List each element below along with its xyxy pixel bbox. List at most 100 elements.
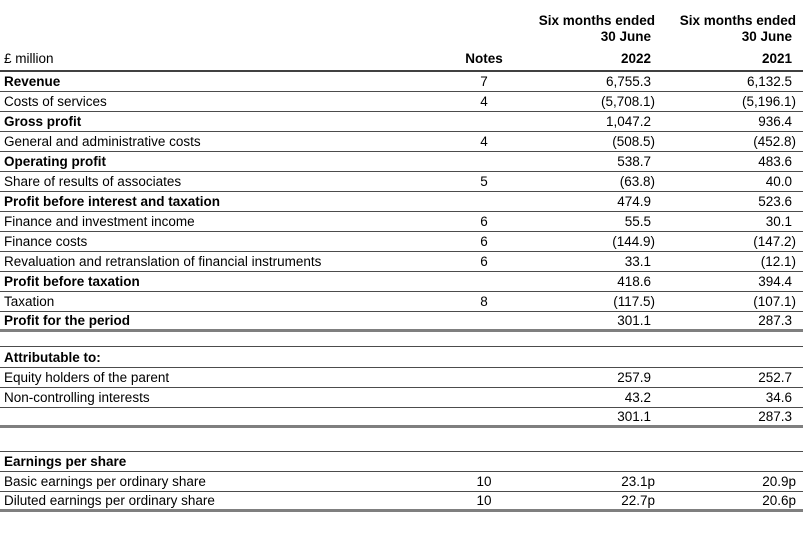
row-label: Profit for the period xyxy=(4,313,130,328)
table-row: Profit before interest and taxation 474.9… xyxy=(0,192,803,212)
attributable-rows: Equity holders of the parent 257.9 252.7 No… xyxy=(0,368,803,428)
value-2021: 34.6 xyxy=(765,390,792,405)
table-row: General and administrative costs 4 (508.5)… xyxy=(0,132,803,152)
row-label: Gross profit xyxy=(4,114,82,129)
value-2021: (12.1) xyxy=(760,254,796,269)
value-2022: 301.1 xyxy=(617,409,651,424)
table-row: Finance and investment income 6 55.5 30.1 xyxy=(0,212,803,232)
value-2021: 936.4 xyxy=(758,114,792,129)
income-statement-rows: Revenue 7 6,755.3 6,132.5 Costs of services 4… xyxy=(0,72,803,332)
row-label: Diluted earnings per ordinary share xyxy=(4,493,215,508)
table-row: Costs of services 4 (5,708.1) (5,196.1) xyxy=(0,92,803,112)
table-row: Revenue 7 6,755.3 6,132.5 xyxy=(0,72,803,92)
value-2021: 40.0 xyxy=(765,174,792,189)
table-row: Share of results of associates 5 (63.8) 40.… xyxy=(0,172,803,192)
note-ref: 6 xyxy=(480,214,488,229)
value-2022: (117.5) xyxy=(613,294,655,309)
row-label: Profit before taxation xyxy=(4,274,140,289)
period-header-2021: Six months ended xyxy=(679,13,796,28)
row-label: Equity holders of the parent xyxy=(4,370,170,385)
value-2022: (508.5) xyxy=(612,134,655,149)
attributable-title: Attributable to: xyxy=(4,349,101,365)
note-ref: 6 xyxy=(480,254,488,269)
table-row: Revaluation and retranslation of financi… xyxy=(0,252,803,272)
value-2021: 6,132.5 xyxy=(746,74,792,89)
value-2021: 30.1 xyxy=(765,214,792,229)
value-2021: (147.2) xyxy=(753,234,796,249)
value-2021: (107.1) xyxy=(753,294,796,309)
value-2022: 257.9 xyxy=(617,370,651,385)
eps-rows: Basic earnings per ordinary share 10 23.1p… xyxy=(0,472,803,512)
attributable-section: Attributable to: Equity holders of the p… xyxy=(0,346,803,428)
year-header-2021: 2021 xyxy=(761,51,792,66)
table-row: Basic earnings per ordinary share 10 23.1p… xyxy=(0,472,803,492)
table-row: Non-controlling interests 43.2 34.6 xyxy=(0,388,803,408)
row-label: Finance and investment income xyxy=(4,214,195,229)
row-label: General and administrative costs xyxy=(4,134,201,149)
table-row: Equity holders of the parent 257.9 252.7 xyxy=(0,368,803,388)
period-header-2022: Six months ended xyxy=(538,13,655,28)
value-2022: 23.1p xyxy=(621,474,655,489)
table-header: Six months ended Six months ended 30 Jun… xyxy=(0,8,803,72)
table-row: Finance costs 6 (144.9) (147.2) xyxy=(0,232,803,252)
value-2022: 33.1 xyxy=(624,254,651,269)
date-header-2021: 30 June xyxy=(741,29,792,44)
value-2021: (452.8) xyxy=(753,134,796,149)
value-2021: 483.6 xyxy=(758,154,792,169)
value-2021: 287.3 xyxy=(758,313,792,328)
row-label: Profit before interest and taxation xyxy=(4,194,221,209)
value-2021: 523.6 xyxy=(758,194,792,209)
year-header-2022: 2022 xyxy=(620,51,651,66)
value-2022: 301.1 xyxy=(617,313,651,328)
table-row: Profit for the period 301.1 287.3 xyxy=(0,312,803,332)
attributable-title-row: Attributable to: xyxy=(0,346,803,368)
row-label: Share of results of associates xyxy=(4,174,182,189)
row-label: Non-controlling interests xyxy=(4,390,150,405)
note-ref: 7 xyxy=(480,74,488,89)
table-row: Taxation 8 (117.5) (107.1) xyxy=(0,292,803,312)
value-2021: 287.3 xyxy=(758,409,792,424)
column-header-row: £ million Notes 2022 2021 xyxy=(0,44,803,70)
note-ref: 4 xyxy=(480,94,488,109)
date-header-row: 30 June 30 June xyxy=(0,28,803,44)
row-label: Revaluation and retranslation of financi… xyxy=(4,254,322,269)
table-row: 301.1 287.3 xyxy=(0,408,803,428)
row-label: Operating profit xyxy=(4,154,106,169)
row-label: Finance costs xyxy=(4,234,88,249)
value-2021: 20.9p xyxy=(762,474,796,489)
value-2022: 55.5 xyxy=(624,214,651,229)
eps-title-row: Earnings per share xyxy=(0,451,803,472)
table-row: Profit before taxation 418.6 394.4 xyxy=(0,272,803,292)
currency-unit-label: £ million xyxy=(4,51,54,66)
note-ref: 8 xyxy=(480,294,488,309)
value-2021: 252.7 xyxy=(758,370,792,385)
value-2022: 43.2 xyxy=(624,390,651,405)
section-gap xyxy=(0,428,803,451)
value-2021: 20.6p xyxy=(762,493,796,508)
section-gap xyxy=(0,332,803,346)
table-row: Operating profit 538.7 483.6 xyxy=(0,152,803,172)
note-ref: 10 xyxy=(476,474,492,489)
period-header-row: Six months ended Six months ended xyxy=(0,8,803,28)
value-2022: 22.7p xyxy=(621,493,655,508)
value-2022: 474.9 xyxy=(617,194,651,209)
value-2021: 394.4 xyxy=(758,274,792,289)
row-label: Revenue xyxy=(4,74,61,89)
value-2022: 418.6 xyxy=(617,274,651,289)
value-2022: (144.9) xyxy=(612,234,655,249)
table-row: Diluted earnings per ordinary share 10 22.… xyxy=(0,492,803,512)
row-label: Costs of services xyxy=(4,94,107,109)
value-2022: 1,047.2 xyxy=(605,114,651,129)
note-ref: 4 xyxy=(480,134,488,149)
value-2021: (5,196.1) xyxy=(741,94,796,109)
value-2022: 538.7 xyxy=(617,154,651,169)
row-label: Taxation xyxy=(4,294,55,309)
date-header-2022: 30 June xyxy=(600,29,651,44)
notes-column-header: Notes xyxy=(465,51,503,66)
table-row: Gross profit 1,047.2 936.4 xyxy=(0,112,803,132)
value-2022: (63.8) xyxy=(619,174,655,189)
note-ref: 10 xyxy=(476,493,492,508)
value-2022: (5,708.1) xyxy=(600,94,655,109)
eps-section: Earnings per share Basic earnings per or… xyxy=(0,451,803,512)
